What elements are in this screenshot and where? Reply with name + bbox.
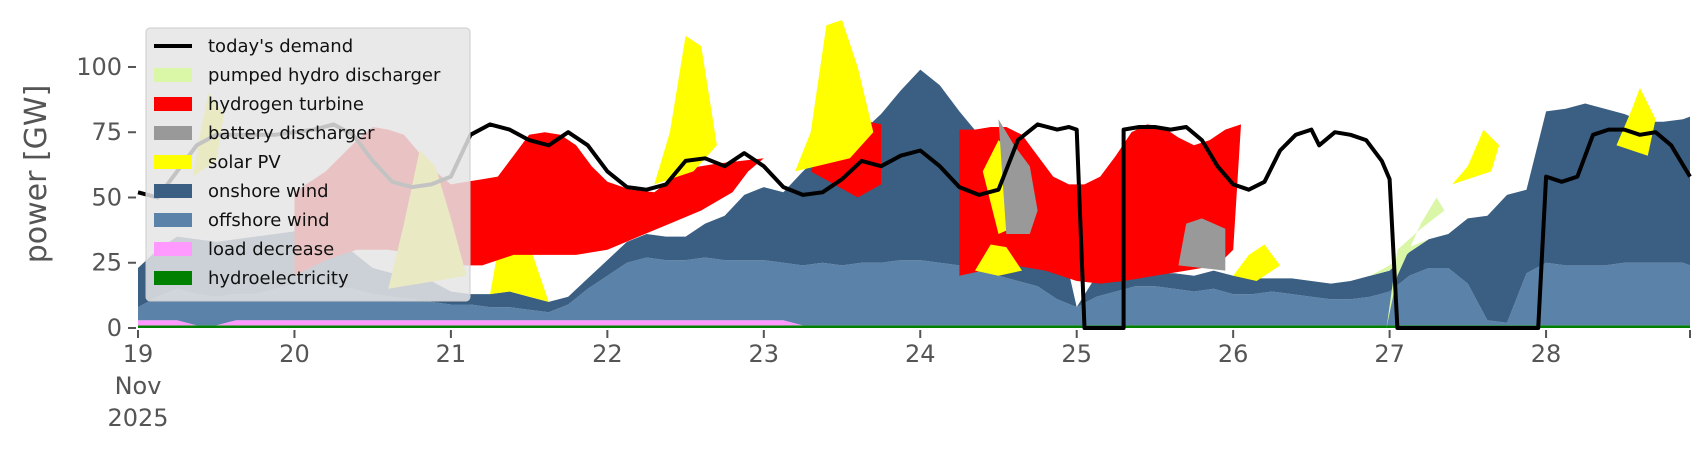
x-tick-label: 28 — [1531, 340, 1562, 368]
legend: today's demand pumped hydro discharger hyd… — [145, 27, 471, 302]
y-tick-label: 50 — [91, 183, 122, 211]
series-area-solar-pv-8 — [1233, 244, 1281, 281]
series-area-solar-pv-6 — [795, 20, 874, 172]
legend-swatch-pumped-hydro-discharger — [154, 68, 192, 82]
legend-swatch-hydroelectricity — [154, 271, 192, 285]
series-area-hydrogen-turbine-2 — [959, 124, 1241, 284]
y-tick-label: 100 — [76, 53, 122, 81]
series-area-solar-pv-10 — [1616, 87, 1656, 156]
series-area-offshore-wind — [138, 257, 1690, 326]
y-tick-label: 75 — [91, 118, 122, 146]
legend-label-today-s-demand: today's demand — [208, 36, 353, 57]
x-tick-label: 20 — [279, 340, 310, 368]
series-area-load-decrease — [138, 320, 1690, 326]
legend-label-battery-discharger: battery discharger — [208, 123, 375, 144]
axes: 0 25 50 75 100 power [GW] 19 Nov 2025 20 21 22 23 24 2… — [19, 53, 1691, 432]
series-area-battery-discharger-13 — [998, 119, 1038, 234]
y-tick-label: 25 — [91, 249, 122, 277]
legend-label-offshore-wind: offshore wind — [208, 210, 330, 231]
x-tick-label: 22 — [592, 340, 623, 368]
legend-label-onshore-wind: onshore wind — [208, 181, 329, 202]
x-tick-label: 27 — [1374, 340, 1405, 368]
series-area-pumped-hydro-discharger-0 — [1386, 197, 1445, 328]
x-tick-sublabel: 2025 — [107, 404, 168, 432]
legend-swatch-battery-discharger — [154, 126, 192, 140]
x-tick-label: 21 — [436, 340, 467, 368]
series-area-hydroelectricity — [138, 325, 1690, 328]
legend-label-hydrogen-turbine: hydrogen turbine — [208, 94, 364, 115]
series-area-onshore-wind — [138, 69, 1690, 323]
legend-swatch-solar-pv — [154, 155, 192, 169]
x-tick-label: 26 — [1218, 340, 1249, 368]
y-tick-label: 0 — [107, 314, 122, 342]
legend-box — [145, 27, 471, 302]
series-area-solar-pv-9 — [1452, 129, 1500, 185]
x-tick-label: 19 — [123, 340, 154, 368]
legend-label-solar-pv: solar PV — [208, 152, 281, 173]
x-tick-sublabel: Nov — [115, 372, 162, 400]
legend-swatch-onshore-wind — [154, 184, 192, 198]
y-axis-label: power [GW] — [19, 85, 54, 264]
legend-swatch-load-decrease — [154, 242, 192, 256]
x-tick-label: 25 — [1061, 340, 1092, 368]
x-tick-label: 24 — [905, 340, 936, 368]
legend-swatch-offshore-wind — [154, 213, 192, 227]
legend-label-hydroelectricity: hydroelectricity — [208, 268, 349, 289]
legend-swatch-hydrogen-turbine — [154, 97, 192, 111]
legend-label-pumped-hydro-discharger: pumped hydro discharger — [208, 65, 441, 86]
series-area-solar-pv-5 — [654, 35, 717, 185]
x-tick-label: 23 — [749, 340, 780, 368]
series-area-solar-pv-7 — [975, 244, 1022, 276]
legend-label-load-decrease: load decrease — [208, 239, 334, 260]
series-area-battery-discharger-14 — [1178, 218, 1226, 271]
